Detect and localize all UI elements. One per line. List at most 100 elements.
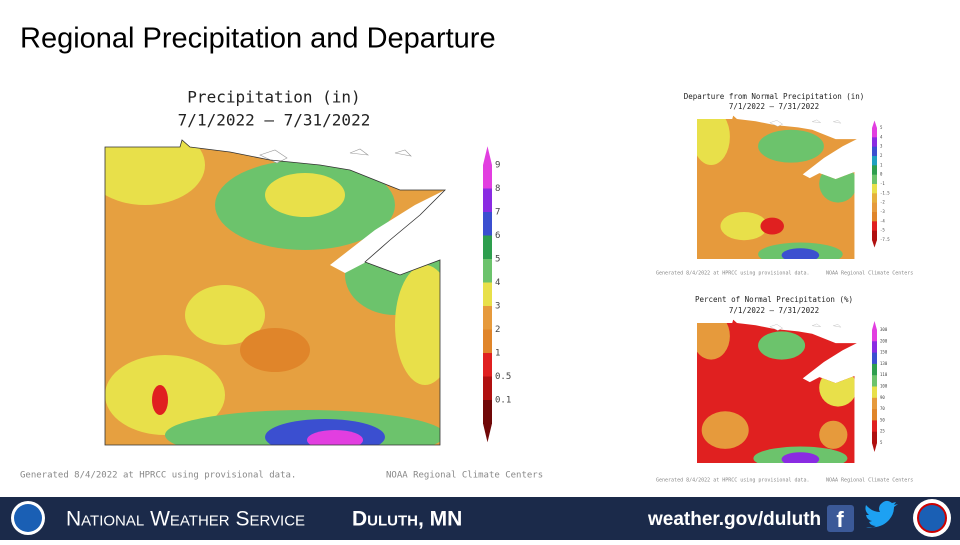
colorbar-label: 90	[880, 395, 885, 400]
map-footer: NOAA Regional Climate Centers	[826, 271, 913, 277]
map-footer: NOAA Regional Climate Centers	[386, 471, 543, 481]
colorbar-swatch	[872, 128, 877, 138]
colorbar-swatch	[483, 306, 492, 330]
colorbar-swatch	[872, 146, 877, 157]
colorbar-swatch	[483, 212, 492, 236]
colorbar-label: 0.1	[495, 396, 511, 406]
colorbar-label: 150	[880, 350, 888, 355]
colorbar-label: 25	[880, 429, 885, 434]
map-footer: NOAA Regional Climate Centers	[826, 478, 913, 484]
banner	[0, 497, 960, 540]
colorbar-label: 3	[880, 144, 883, 149]
colorbar-swatch	[483, 353, 492, 377]
colorbar: 9 8 7 6 5 4 3 2 1 0.5 0.1	[483, 146, 511, 443]
percent-map	[697, 319, 857, 464]
colorbar-swatch	[872, 193, 877, 204]
map-title: Precipitation (in)	[187, 88, 360, 107]
colorbar-label: 50	[880, 417, 885, 422]
colorbar-swatch	[483, 376, 492, 401]
map-title: Percent of Normal Precipitation (%)	[695, 295, 853, 304]
colorbar: 5 4 3 2 1 0 -1 -1.5 -2 -3 -4 -5 -7.5	[872, 120, 890, 248]
colorbar-label: 110	[880, 372, 888, 377]
website-link[interactable]: weather.gov/duluth	[647, 509, 821, 530]
colorbar-tip	[872, 443, 877, 453]
map-dates: 7/1/2022 – 7/31/2022	[729, 306, 819, 315]
colorbar-swatch	[872, 137, 877, 148]
colorbar-label: 3	[495, 302, 500, 312]
facebook-glyph: f	[836, 507, 844, 532]
colorbar-swatch	[872, 221, 877, 232]
departure-map	[697, 115, 857, 260]
colorbar-label: -7.5	[880, 237, 890, 242]
colorbar-label: 7	[495, 208, 500, 218]
colorbar-swatch	[872, 375, 877, 387]
colorbar-label: 4	[495, 278, 500, 288]
colorbar-swatch	[872, 230, 877, 241]
colorbar-swatch	[483, 259, 492, 283]
map-footer: Generated 8/4/2022 at HPRCC using provis…	[20, 471, 296, 481]
colorbar-swatch	[872, 330, 877, 342]
map-title: Departure from Normal Precipitation (in)	[684, 92, 865, 101]
facebook-icon[interactable]	[827, 505, 854, 532]
colorbar-swatch	[483, 165, 492, 189]
colorbar-label: -1.5	[880, 190, 890, 195]
colorbar-swatch	[872, 431, 877, 444]
noaa-logo-inner	[14, 504, 42, 532]
colorbar-swatch	[483, 400, 492, 424]
colorbar-label: 300	[880, 327, 888, 332]
colorbar-label: 0.5	[495, 372, 511, 382]
colorbar-swatch	[872, 363, 877, 376]
agency-name: National Weather Service	[66, 508, 305, 531]
colorbar-swatch	[872, 184, 877, 194]
colorbar-swatch	[872, 341, 877, 354]
colorbar-label: 200	[880, 338, 888, 343]
colorbar-label: 9	[495, 161, 500, 171]
colorbar-label: 0	[880, 172, 883, 177]
colorbar-label: -5	[880, 228, 885, 233]
colorbar-swatch	[483, 235, 492, 260]
map-footer: Generated 8/4/2022 at HPRCC using provis…	[656, 478, 810, 484]
colorbar-tip	[872, 320, 877, 330]
colorbar-label: 5	[495, 255, 500, 265]
colorbar-swatch	[483, 188, 492, 213]
colorbar-label: -4	[880, 218, 885, 223]
map-footer: Generated 8/4/2022 at HPRCC using provis…	[656, 271, 810, 277]
colorbar-swatch	[872, 202, 877, 213]
colorbar-label: 5	[880, 440, 883, 445]
colorbar-label: -3	[880, 209, 885, 214]
colorbar-swatch	[872, 174, 877, 185]
colorbar-swatch	[483, 282, 492, 307]
colorbar-swatch	[872, 212, 877, 222]
map-dates: 7/1/2022 – 7/31/2022	[178, 111, 371, 130]
colorbar-label: 1	[495, 349, 500, 359]
nws-logo-inner	[917, 503, 947, 533]
colorbar-label: 100	[880, 384, 888, 389]
precip-map	[104, 139, 446, 446]
map-dates: 7/1/2022 – 7/31/2022	[729, 102, 819, 111]
colorbar-label: 2	[880, 153, 883, 158]
colorbar-swatch	[872, 386, 877, 399]
colorbar-tip	[483, 146, 492, 165]
twitter-icon[interactable]	[865, 500, 898, 528]
slide-title: Regional Precipitation and Departure	[20, 23, 496, 55]
colorbar-label: 6	[495, 231, 500, 241]
colorbar: 300 200 150 130 110 100 90 70 50 25 5	[872, 320, 888, 453]
colorbar-label: 2	[495, 325, 500, 335]
colorbar-label: 70	[880, 406, 885, 411]
colorbar-label: 5	[880, 125, 883, 130]
colorbar-swatch	[872, 156, 877, 166]
colorbar-swatch	[872, 397, 877, 410]
colorbar-label: -1	[880, 181, 885, 186]
colorbar-label: -2	[880, 200, 885, 205]
colorbar-label: 130	[880, 361, 888, 366]
colorbar-tip	[872, 120, 877, 128]
colorbar-label: 1	[880, 162, 883, 167]
colorbar-swatch	[872, 352, 877, 365]
colorbar-label: 8	[495, 184, 500, 194]
colorbar-swatch	[872, 409, 877, 421]
colorbar-swatch	[483, 329, 492, 354]
colorbar-swatch	[872, 165, 877, 176]
office-name: Duluth, MN	[352, 508, 462, 531]
colorbar-tip	[872, 240, 877, 248]
